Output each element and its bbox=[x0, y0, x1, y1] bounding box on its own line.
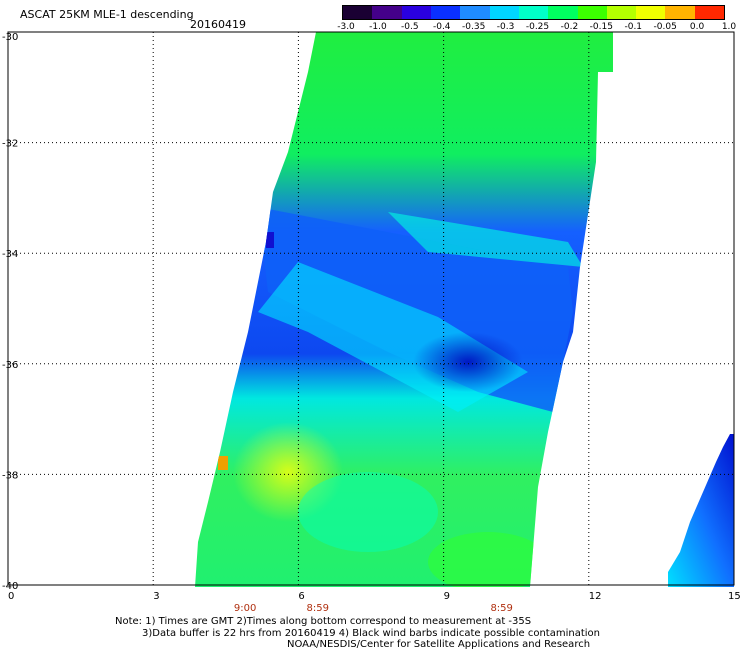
longitude-label: 6 bbox=[298, 591, 304, 602]
color-scale-label: -0.35 bbox=[462, 22, 486, 32]
color-scale-segment bbox=[489, 6, 519, 19]
color-scale-label: -0.2 bbox=[560, 22, 579, 32]
longitude-label: 0 bbox=[8, 591, 14, 602]
color-scale-segment bbox=[548, 6, 578, 19]
note-line-1: Note: 1) Times are GMT 2)Times along bot… bbox=[115, 616, 532, 627]
color-scale-segment bbox=[694, 6, 725, 19]
map-plot: 0 3 6 9 12 15 -30 -32 -34 -36 -38 -40 9:00 8:59 8:59 bbox=[2, 31, 740, 614]
longitude-label: 9 bbox=[444, 591, 450, 602]
color-scale-segment bbox=[401, 6, 431, 19]
color-scale-segment bbox=[343, 6, 373, 19]
swath-time-labels: 9:00 8:59 8:59 bbox=[234, 603, 513, 614]
color-scale-segment bbox=[460, 6, 490, 19]
color-scale-bar bbox=[342, 5, 725, 20]
color-scale-labels: -3.0 -1.0 -0.5 -0.4 -0.35 -0.3 -0.25 -0.2 -0.15 -… bbox=[330, 22, 740, 36]
color-scale-label: 1.0 bbox=[721, 22, 737, 32]
latitude-label: -34 bbox=[2, 249, 18, 260]
map-frame bbox=[7, 31, 735, 586]
color-scale-segment bbox=[372, 6, 402, 19]
color-scale-segment bbox=[665, 6, 695, 19]
longitude-labels: 0 3 6 9 12 15 bbox=[8, 591, 740, 602]
latitude-label: -32 bbox=[2, 139, 18, 150]
longitude-label: 3 bbox=[153, 591, 159, 602]
swath-time-label: 9:00 bbox=[234, 603, 256, 614]
swath-data bbox=[195, 32, 613, 587]
swath-time-label: 8:59 bbox=[490, 603, 512, 614]
latitude-label: -38 bbox=[2, 470, 18, 481]
color-scale-label: -0.1 bbox=[624, 22, 643, 32]
color-scale-label: -1.0 bbox=[369, 22, 387, 32]
latitude-labels: -30 -32 -34 -36 -38 -40 bbox=[2, 32, 18, 592]
second-swath bbox=[668, 434, 734, 587]
color-scale-label: -0.25 bbox=[525, 22, 550, 32]
color-scale-label: -0.3 bbox=[496, 22, 515, 32]
lat-lon-grid bbox=[8, 32, 734, 585]
swath-time-label: 8:59 bbox=[307, 603, 329, 614]
color-scale-label: -3.0 bbox=[337, 22, 355, 32]
color-scale-label: -0.05 bbox=[653, 22, 677, 32]
color-scale-segment bbox=[636, 6, 666, 19]
color-scale-segment bbox=[430, 6, 461, 19]
longitude-label: 15 bbox=[728, 591, 740, 602]
longitude-label: 12 bbox=[589, 591, 602, 602]
color-scale-label: -0.4 bbox=[432, 22, 451, 32]
latitude-label: -30 bbox=[2, 32, 18, 43]
latitude-label: -40 bbox=[2, 581, 18, 592]
color-scale-segment bbox=[518, 6, 549, 19]
latitude-label: -36 bbox=[2, 360, 18, 371]
note-line-3: NOAA/NESDIS/Center for Satellite Applica… bbox=[287, 639, 591, 650]
color-scale-label: -0.5 bbox=[401, 22, 419, 32]
color-scale-segment bbox=[606, 6, 637, 19]
note-line-2: 3)Data buffer is 22 hrs from 20160419 4)… bbox=[142, 628, 600, 639]
product-date: 20160419 bbox=[190, 18, 246, 31]
color-scale-label: -0.15 bbox=[589, 22, 613, 32]
product-title: ASCAT 25KM MLE-1 descending bbox=[20, 8, 194, 21]
color-scale-segment bbox=[577, 6, 607, 19]
color-scale-label: 0.0 bbox=[689, 22, 705, 32]
